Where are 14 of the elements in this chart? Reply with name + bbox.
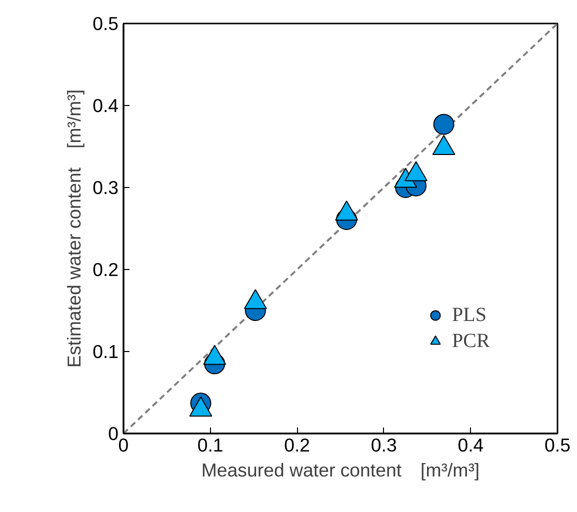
y-tick-label: 0.3: [92, 177, 119, 198]
x-tick-label: 0.5: [544, 434, 570, 456]
legend-label: PCR: [452, 330, 490, 352]
y-tick-label: 0.2: [92, 259, 119, 280]
y-tick-label: 0.1: [92, 341, 119, 362]
legend-label: PLS: [452, 304, 486, 326]
y-axis-title: Estimated water content [m³/m³]: [64, 89, 85, 368]
x-axis-title: Measured water content [m³/m³]: [201, 460, 480, 480]
x-tick-label: 0.1: [197, 434, 224, 456]
y-tick-label: 0.4: [92, 95, 119, 116]
x-tick-label: 0.2: [284, 434, 310, 456]
x-tick-label: 0.4: [458, 434, 484, 456]
y-tick-label: 0.5: [92, 13, 119, 34]
x-tick-label: 0.3: [370, 434, 397, 456]
